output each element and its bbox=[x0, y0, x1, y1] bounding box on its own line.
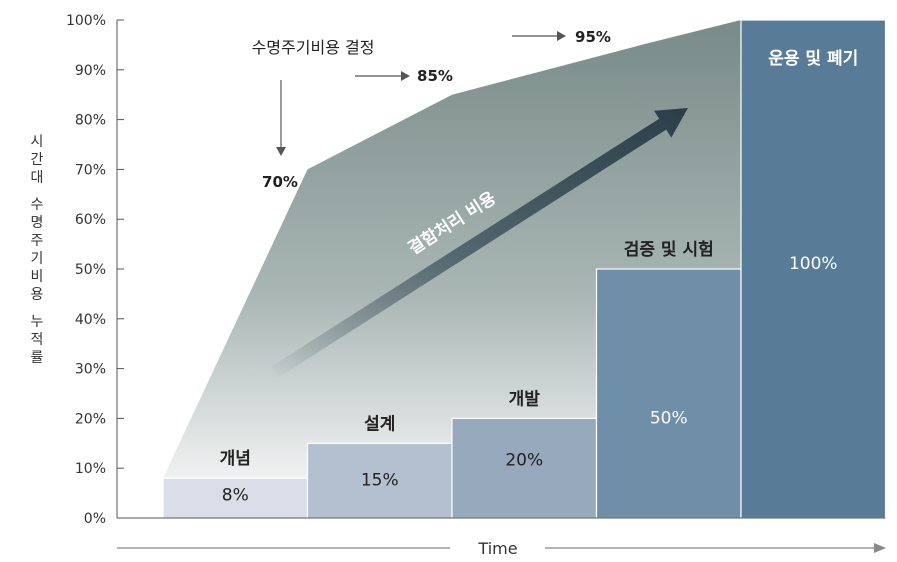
y-tick-label: 20% bbox=[75, 411, 106, 427]
bar-stage-label: 검증 및 시험 bbox=[624, 239, 714, 260]
bar-value-label: 100% bbox=[789, 254, 838, 274]
bar-value-label: 8% bbox=[222, 486, 249, 506]
y-tick-label: 60% bbox=[75, 212, 106, 228]
bar-value-label: 50% bbox=[650, 409, 688, 429]
y-tick-label: 70% bbox=[75, 162, 106, 178]
bar-stage-label: 개발 bbox=[509, 389, 541, 409]
time-axis-arrow-head bbox=[874, 543, 886, 553]
bar-value-label: 15% bbox=[361, 471, 399, 491]
bar-3 bbox=[595, 268, 742, 519]
y-tick-label: 0% bbox=[84, 511, 106, 527]
y-tick-label: 50% bbox=[75, 262, 106, 278]
bar-stage-label: 설계 bbox=[364, 414, 395, 434]
y-tick-label: 10% bbox=[75, 461, 106, 477]
cost-decision-point-label: 95% bbox=[575, 28, 611, 46]
annotation-arrow-head bbox=[557, 31, 566, 41]
cost-decision-title: 수명주기비용 결정 bbox=[252, 38, 375, 57]
time-axis: Time bbox=[117, 539, 886, 558]
cost-decision-point-label: 70% bbox=[262, 173, 298, 191]
y-tick-label: 80% bbox=[75, 113, 106, 129]
bar-4 bbox=[740, 19, 887, 519]
bars-group: 8% 개념 15% 설계 20% 개발 50% 검증 및 시험 100% 운용 및 폐기 bbox=[162, 19, 887, 519]
y-tick-label: 100% bbox=[66, 13, 106, 29]
bar-stage-label: 개념 bbox=[220, 448, 251, 469]
bar-stage-label: 운용 및 폐기 bbox=[768, 49, 858, 69]
defect-cost-trend-arrow bbox=[271, 108, 688, 378]
cost-decision-point-label: 85% bbox=[417, 67, 453, 85]
y-axis: 0% 10% 20% 30% 40% 50% 60% 70% 80% 90% 100% bbox=[66, 13, 886, 527]
y-tick-label: 30% bbox=[75, 362, 106, 378]
bar-value-label: 20% bbox=[505, 451, 543, 471]
annotation-arrow-head bbox=[276, 147, 286, 156]
y-tick-label: 40% bbox=[75, 312, 106, 328]
bar-2 bbox=[451, 417, 598, 519]
x-axis-label: Time bbox=[477, 539, 517, 558]
annotation-arrow-head bbox=[401, 71, 410, 81]
annotations-group: 70% 85% 95% bbox=[262, 28, 611, 191]
y-tick-label: 90% bbox=[75, 63, 106, 79]
